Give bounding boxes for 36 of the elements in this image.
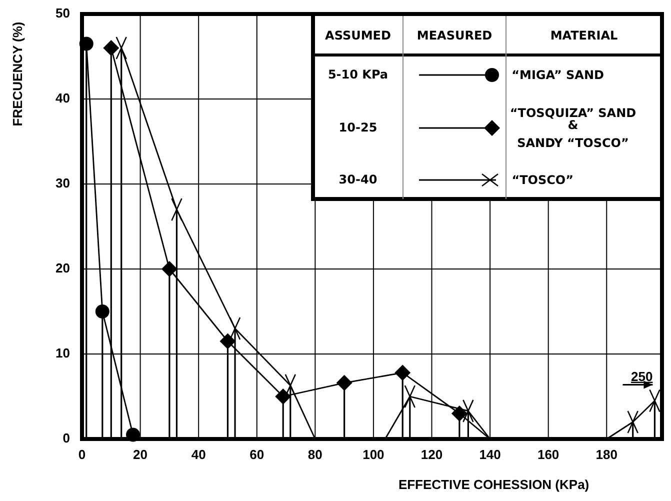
y-tick-label: 40 [56, 90, 70, 106]
y-tick-label: 20 [56, 260, 70, 276]
legend-label: “MIGA” SAND [512, 68, 604, 82]
point [161, 261, 178, 277]
y-tick-label: 30 [56, 175, 70, 190]
x-axis-title: EFFECTIVE COHESSION (KPa) [398, 477, 590, 492]
y-tick-label: 0 [62, 430, 70, 446]
x-tick-label: 160 [537, 447, 560, 462]
legend-label: “TOSQUIZA” SAND & SANDY “TOSCO” [510, 106, 636, 150]
point [220, 333, 236, 350]
x-tick-label: 20 [133, 447, 148, 462]
x-tick-label: 0 [78, 447, 86, 462]
annotation: MATERIAL [550, 28, 618, 42]
y-tick-label: 50 [56, 5, 70, 20]
x-tick-label: 80 [308, 447, 322, 462]
x-tick-label: 120 [420, 447, 443, 462]
x-tick-label: 100 [362, 447, 384, 462]
point [394, 364, 411, 381]
annotation: 5-10 KPa [328, 67, 388, 82]
x-tick-label: 60 [250, 447, 264, 462]
point [95, 304, 110, 318]
point [336, 374, 352, 391]
x-tick-label: 40 [191, 447, 206, 462]
point [451, 406, 468, 422]
annotation: 30-40 [338, 172, 378, 186]
annotation: 10-25 [338, 120, 378, 134]
point [275, 388, 292, 404]
annotation: ASSUMED [325, 28, 391, 42]
legend-label: “TOSCO” [512, 173, 574, 188]
x-tick-label: 140 [479, 447, 501, 462]
y-axis-title: FRECUENCY (%) [10, 22, 25, 126]
annotation: MEASURED [416, 28, 492, 42]
x-tick-label: 180 [596, 447, 618, 462]
annotation: 250 [631, 368, 653, 384]
y-tick-label: 10 [56, 345, 70, 360]
point [103, 40, 120, 56]
